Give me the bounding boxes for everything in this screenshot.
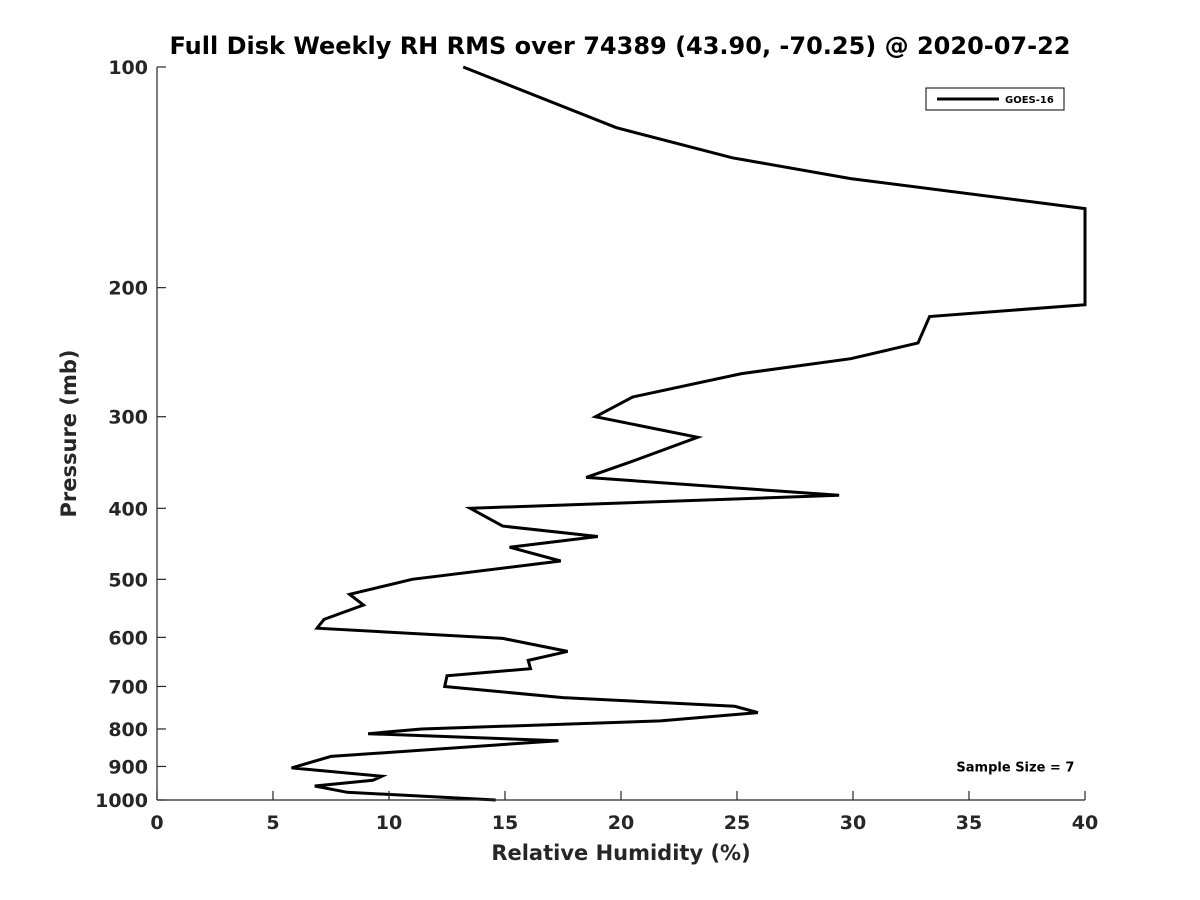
x-tick-label: 5 xyxy=(266,812,279,834)
x-axis-label: Relative Humidity (%) xyxy=(491,841,750,865)
x-tick-label: 20 xyxy=(608,812,634,834)
y-tick-label: 900 xyxy=(108,756,148,778)
plot-area xyxy=(291,65,1087,802)
x-tick-label: 15 xyxy=(492,812,518,834)
x-tick-label: 0 xyxy=(150,812,163,834)
y-tick-label: 800 xyxy=(108,719,148,741)
y-axis: 100 200 300 400 500 600 700 800 900 1000 xyxy=(95,57,166,812)
x-tick-label: 30 xyxy=(840,812,866,834)
y-tick-label: 300 xyxy=(108,407,148,429)
y-tick-label: 100 xyxy=(108,57,148,79)
y-tick-label: 1000 xyxy=(95,790,148,812)
y-tick-label: 500 xyxy=(108,569,148,591)
x-tick-label: 40 xyxy=(1072,812,1098,834)
series-line-goes-16 xyxy=(291,65,1087,802)
x-tick-label: 10 xyxy=(376,812,402,834)
y-tick-label: 200 xyxy=(108,278,148,300)
x-tick-label: 35 xyxy=(956,812,982,834)
legend: GOES-16 xyxy=(925,87,1065,111)
legend-entry-goes-16: GOES-16 xyxy=(1005,95,1054,106)
x-tick-label: 25 xyxy=(724,812,750,834)
y-tick-label: 600 xyxy=(108,627,148,649)
y-tick-label: 700 xyxy=(108,676,148,698)
x-axis: 0 5 10 15 20 25 30 35 40 xyxy=(150,791,1098,834)
y-axis-label: Pressure (mb) xyxy=(57,350,81,518)
sample-size-annotation: Sample Size = 7 xyxy=(956,760,1074,775)
y-tick-label: 400 xyxy=(108,498,148,520)
chart-title: Full Disk Weekly RH RMS over 74389 (43.9… xyxy=(169,32,1070,60)
